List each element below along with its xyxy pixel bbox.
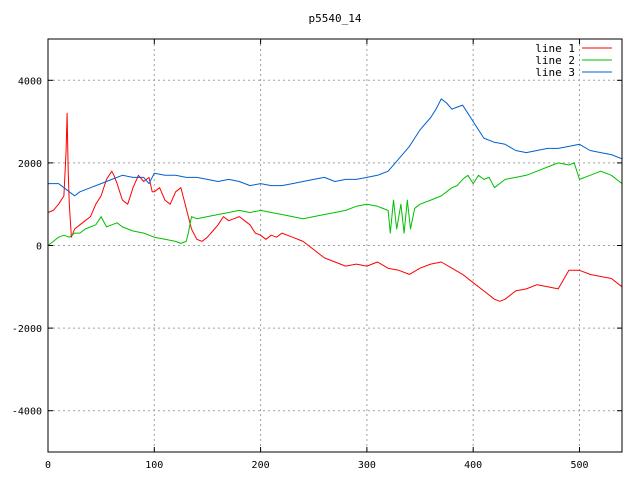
- y-tick-label: -4000: [12, 407, 42, 418]
- legend-label-3: line 3: [535, 66, 575, 79]
- y-tick-label: -2000: [12, 324, 42, 335]
- x-tick-label: 0: [45, 460, 51, 471]
- axes: 0 100 200 300 400 500 -4000 -2000 0 2000 4000: [12, 39, 622, 471]
- y-tick-label: 2000: [18, 159, 42, 170]
- chart-title: p5540_14: [309, 12, 362, 25]
- series-line-1: [47, 112, 623, 302]
- series-lines: [47, 98, 623, 302]
- legend-label-2: line 2: [535, 54, 575, 67]
- plot-frame: [47, 38, 623, 453]
- x-tick-label: 200: [252, 460, 270, 471]
- x-tick-label: 300: [358, 460, 376, 471]
- legend-label-1: line 1: [535, 42, 575, 55]
- y-tick-label: 4000: [18, 76, 42, 87]
- grid: [47, 39, 622, 452]
- x-tick-label: 100: [145, 460, 163, 471]
- x-tick-label: 400: [464, 460, 482, 471]
- y-tick-label: 0: [36, 242, 42, 253]
- series-line-2: [47, 162, 623, 246]
- x-tick-label: 500: [570, 460, 588, 471]
- series-line-3: [48, 98, 623, 197]
